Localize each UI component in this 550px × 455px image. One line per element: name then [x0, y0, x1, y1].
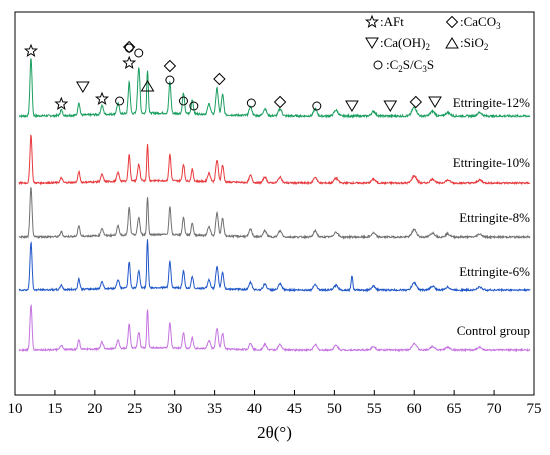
x-tick-label: 25	[127, 401, 142, 417]
x-tick-label: 55	[367, 401, 382, 417]
series-layer: Ettringite-12% Ettringite-10% Ettringite-8…	[18, 58, 531, 353]
peak-marker-star	[24, 43, 39, 58]
peak-marker-tri_down	[428, 96, 442, 108]
series-label: Ettringite-10%	[453, 155, 530, 170]
peak-marker-star	[94, 91, 109, 106]
peak-marker-diamond	[122, 40, 136, 54]
plot-area	[14, 11, 535, 396]
series-line	[18, 134, 531, 186]
x-axis-title: 2θ(°)	[257, 423, 292, 442]
series-label: Control group	[457, 323, 530, 338]
x-tick-label: 30	[167, 401, 182, 417]
series-label: Ettringite-12%	[453, 95, 530, 110]
peak-marker-circle	[246, 98, 256, 108]
peak-marker-circle	[115, 96, 125, 106]
peak-marker-tri_up	[140, 80, 155, 92]
series-line	[18, 303, 531, 353]
legend-marker-star	[365, 14, 379, 29]
peak-marker-circle	[178, 96, 188, 106]
x-tick-label: 10	[8, 401, 23, 417]
legend-marker-diamond	[445, 15, 459, 29]
legend-marker-circle	[373, 60, 383, 70]
x-tick-label: 40	[247, 401, 262, 417]
peak-marker-star	[54, 96, 69, 111]
peak-marker-diamond	[273, 95, 287, 109]
peak-annotations	[24, 40, 442, 112]
series-label: Ettringite-8%	[459, 210, 530, 225]
x-tick-label: 35	[207, 401, 222, 417]
x-tick-label: 45	[287, 401, 302, 417]
peak-marker-tri_down	[383, 100, 398, 112]
legend-label: :C2S/C3S	[386, 57, 434, 74]
peak-marker-circle	[189, 101, 199, 111]
series-label: Ettringite-6%	[459, 264, 530, 279]
peak-marker-circle	[124, 43, 134, 53]
series-line	[18, 239, 531, 293]
x-tick-label: 60	[407, 401, 422, 417]
peak-marker-diamond	[213, 72, 226, 86]
x-tick-label: 15	[47, 401, 62, 417]
peak-marker-diamond	[409, 95, 423, 109]
x-axis: 10 15 20 25 30 35 40 45 50 55 60 65 70 75	[8, 390, 542, 417]
peak-marker-diamond	[163, 59, 177, 73]
series-line	[18, 187, 531, 240]
peak-marker-star	[122, 55, 137, 70]
x-tick-label: 65	[447, 401, 462, 417]
legend-label: :AFt	[380, 14, 404, 29]
peak-marker-circle	[312, 101, 322, 111]
x-tick-label: 50	[327, 401, 342, 417]
peak-marker-tri_down	[345, 100, 359, 112]
x-tick-label: 70	[487, 401, 502, 417]
legend-marker-tri_down	[365, 37, 379, 49]
legend: :AFt :CaCO3 :Ca(OH)2 :SiO2 :C2S/C3S	[365, 14, 501, 74]
x-tick-label: 20	[87, 401, 102, 417]
legend-label: :SiO2	[460, 35, 488, 52]
legend-label: :CaCO3	[460, 14, 501, 31]
legend-marker-tri_up	[445, 37, 459, 49]
peak-marker-circle	[165, 75, 175, 85]
peak-marker-tri_down	[75, 81, 90, 93]
legend-label: :Ca(OH)2	[380, 35, 430, 52]
x-tick-label: 75	[527, 401, 542, 417]
peak-marker-circle	[134, 48, 144, 58]
series-line	[18, 58, 531, 119]
